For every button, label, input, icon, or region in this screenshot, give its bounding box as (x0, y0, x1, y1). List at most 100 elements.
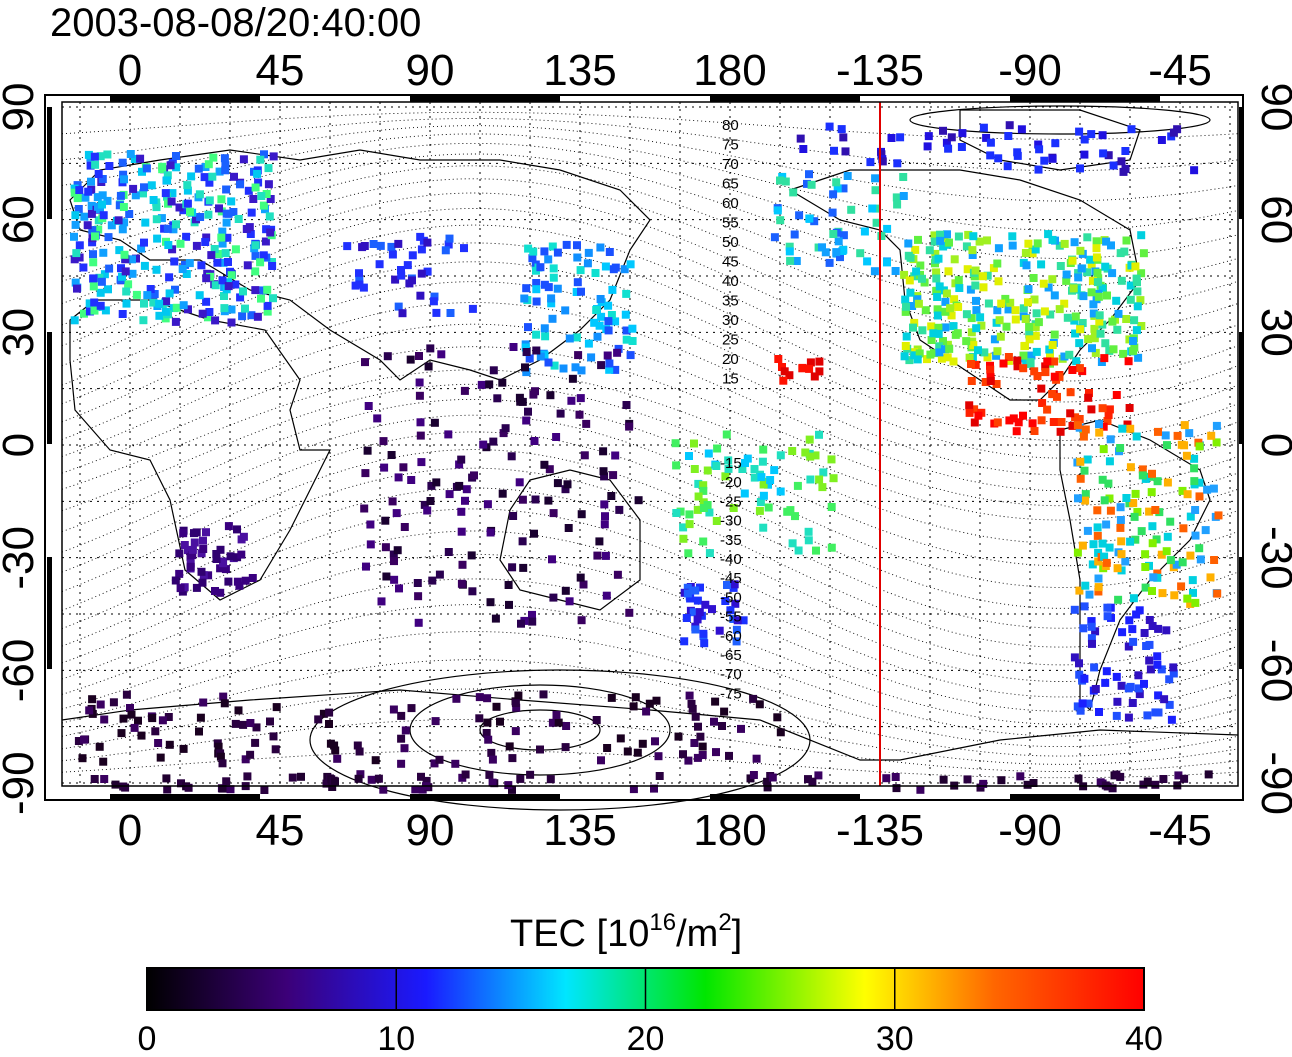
tec-cell (1106, 506, 1115, 515)
tec-cell (408, 251, 417, 260)
tec-cell (1145, 507, 1154, 516)
tec-cell (946, 304, 955, 313)
x-axis-bottom-labels: 0 45 90 135 180 -135 -90 -45 (118, 806, 1212, 855)
tec-cell (723, 581, 731, 589)
tec-cell (1068, 421, 1077, 430)
tec-cell (1033, 239, 1042, 248)
tec-cell (942, 289, 951, 298)
tec-cell (904, 251, 913, 260)
tec-cell (1149, 573, 1158, 582)
tec-cell (328, 783, 337, 791)
tec-cell (834, 237, 843, 246)
tec-cell (428, 576, 437, 585)
tec-cell (1129, 594, 1138, 603)
tec-cell (199, 536, 207, 545)
tec-cell (1169, 669, 1178, 678)
tec-cell (400, 523, 409, 531)
tec-cell (815, 367, 824, 376)
tec-cell (810, 372, 819, 381)
tec-cell (222, 218, 231, 227)
tec-cell (103, 196, 112, 205)
tec-cell (185, 259, 194, 268)
tec-cell (266, 195, 275, 203)
tec-cell (776, 728, 785, 737)
tec-cell (564, 524, 573, 532)
tec-cell (489, 437, 498, 446)
tec-cell (605, 365, 614, 374)
tec-cell (1180, 774, 1189, 783)
tec-cell (1049, 418, 1058, 426)
tec-cell (70, 232, 78, 241)
tec-cell (1114, 595, 1123, 604)
tec-cell (969, 341, 978, 350)
tec-cell (212, 555, 221, 563)
tec-cell (759, 491, 768, 500)
tec-cell (249, 195, 258, 203)
tec-cell (1147, 488, 1156, 497)
contour-label: 60 (722, 195, 739, 212)
tec-cell (1019, 364, 1028, 373)
tec-cell (556, 409, 565, 418)
tec-cell (847, 205, 856, 214)
tec-cell (420, 500, 429, 509)
tec-cell (1008, 232, 1017, 241)
contour-line (61, 323, 1239, 492)
tec-cell (600, 520, 609, 529)
tec-cell (587, 353, 596, 362)
colorbar-tick-label: 40 (1125, 1020, 1163, 1057)
tec-cell (1141, 583, 1150, 592)
tec-cell (698, 742, 707, 751)
tec-cell (1085, 590, 1094, 599)
axis-tick-label: 0 (1252, 433, 1292, 457)
tec-cell (381, 516, 390, 525)
tec-cell (1089, 300, 1098, 309)
tec-cell (1068, 256, 1077, 265)
colorbar: TEC [1016/m2] 0 10 20 30 40 (138, 909, 1163, 1057)
tec-cell (1132, 432, 1141, 441)
tec-cell (915, 349, 924, 358)
tec-cell (121, 783, 130, 792)
tec-data-cells (70, 121, 1223, 794)
tec-cell (776, 451, 785, 460)
contour-line (61, 111, 1239, 140)
tec-cell (1035, 145, 1044, 154)
tec-cell (218, 759, 227, 768)
tec-cell (1190, 464, 1199, 473)
tec-cell (592, 716, 601, 724)
axis-tick-label: 90 (406, 46, 455, 95)
tec-cell (98, 175, 107, 183)
tec-cell (1040, 156, 1049, 165)
tec-cell (209, 153, 218, 162)
tec-cell (1024, 239, 1033, 248)
tec-cell (770, 466, 779, 475)
tec-cell (1050, 291, 1059, 300)
tec-cell (429, 297, 438, 306)
tec-cell (1079, 432, 1088, 441)
tec-cell (231, 245, 240, 254)
tec-cell (584, 248, 593, 257)
tec-cell (1206, 573, 1215, 582)
tec-cell (152, 265, 161, 274)
tec-cell (182, 232, 191, 241)
tec-cell (763, 777, 772, 786)
tec-cell (972, 306, 981, 315)
tec-cell (361, 358, 369, 367)
tec-cell (611, 317, 620, 326)
tec-cell (1040, 307, 1049, 316)
tec-cell (138, 167, 146, 176)
tec-cell (229, 208, 238, 216)
tec-cell (605, 359, 614, 368)
tec-cell (1145, 616, 1154, 624)
tec-cell (838, 247, 847, 255)
tec-cell (1066, 388, 1075, 397)
tec-cell (288, 773, 297, 782)
tec-cell (827, 543, 836, 552)
tec-cell (194, 164, 203, 173)
tec-cell (326, 739, 335, 748)
tec-cell (1032, 347, 1041, 356)
tec-cell (544, 358, 553, 367)
tec-cell (1031, 331, 1040, 340)
tec-cell (1131, 489, 1140, 498)
tec-cell (430, 759, 439, 768)
tec-cell (243, 772, 252, 781)
